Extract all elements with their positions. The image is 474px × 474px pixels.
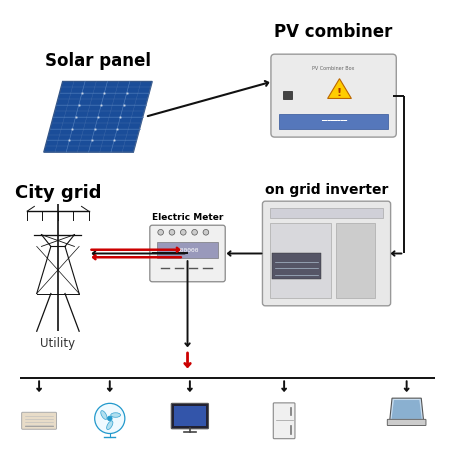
Text: 000000: 000000 <box>176 248 199 253</box>
Circle shape <box>169 229 175 235</box>
Bar <box>174 406 206 426</box>
Ellipse shape <box>111 413 120 417</box>
Polygon shape <box>392 400 422 419</box>
Text: City grid: City grid <box>15 183 101 201</box>
Circle shape <box>95 403 125 434</box>
Bar <box>283 91 292 100</box>
Bar <box>336 223 375 298</box>
Bar <box>279 115 388 128</box>
Ellipse shape <box>107 421 113 429</box>
Circle shape <box>203 229 209 235</box>
Polygon shape <box>328 79 351 99</box>
Circle shape <box>108 416 112 421</box>
Text: Utility: Utility <box>40 337 75 350</box>
FancyBboxPatch shape <box>171 403 209 429</box>
Bar <box>273 254 321 279</box>
Bar <box>157 242 218 258</box>
Circle shape <box>158 229 164 235</box>
Text: !: ! <box>337 88 342 98</box>
Circle shape <box>192 229 197 235</box>
FancyBboxPatch shape <box>263 201 391 306</box>
Circle shape <box>181 229 186 235</box>
Text: ━━━━━━━━: ━━━━━━━━ <box>320 119 346 124</box>
Text: Solar panel: Solar panel <box>45 52 151 70</box>
Text: PV combiner: PV combiner <box>274 23 393 41</box>
Polygon shape <box>44 82 152 152</box>
Polygon shape <box>390 398 424 421</box>
FancyBboxPatch shape <box>271 54 396 137</box>
Ellipse shape <box>101 410 107 419</box>
Text: PV Combiner Box: PV Combiner Box <box>312 66 355 72</box>
FancyBboxPatch shape <box>22 412 56 429</box>
Text: on grid inverter: on grid inverter <box>265 183 388 197</box>
Bar <box>270 223 331 298</box>
FancyBboxPatch shape <box>150 225 225 282</box>
Text: Electric Meter: Electric Meter <box>152 213 223 222</box>
FancyBboxPatch shape <box>387 419 426 426</box>
Bar <box>270 208 383 218</box>
FancyBboxPatch shape <box>273 403 295 438</box>
